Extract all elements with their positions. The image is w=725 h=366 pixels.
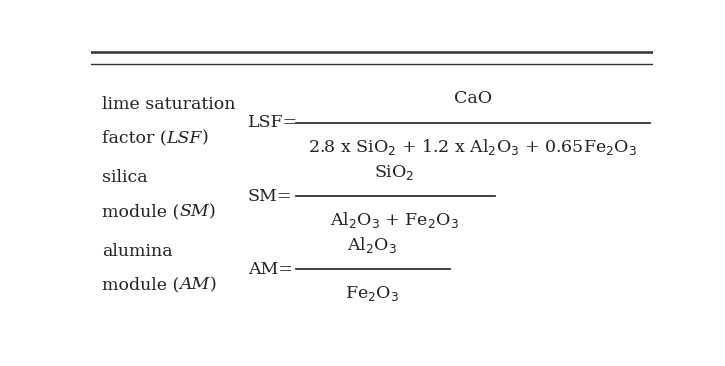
Text: LSF: LSF xyxy=(167,130,202,147)
Text: Al$_2$O$_3$: Al$_2$O$_3$ xyxy=(347,235,397,255)
Text: lime saturation: lime saturation xyxy=(102,96,236,113)
Text: AM=: AM= xyxy=(248,261,293,278)
Text: SiO$_2$: SiO$_2$ xyxy=(374,163,414,182)
Text: LSF=: LSF= xyxy=(248,114,298,131)
Text: factor (: factor ( xyxy=(102,130,167,147)
Text: Fe$_2$O$_3$: Fe$_2$O$_3$ xyxy=(344,284,399,303)
Text: ): ) xyxy=(209,203,215,220)
Text: 2.8 x SiO$_2$ + 1.2 x Al$_2$O$_3$ + 0.65Fe$_2$O$_3$: 2.8 x SiO$_2$ + 1.2 x Al$_2$O$_3$ + 0.65… xyxy=(308,137,637,157)
Text: CaO: CaO xyxy=(454,90,492,107)
Text: SM=: SM= xyxy=(248,188,292,205)
Text: ): ) xyxy=(202,130,209,147)
Text: Al$_2$O$_3$ + Fe$_2$O$_3$: Al$_2$O$_3$ + Fe$_2$O$_3$ xyxy=(330,210,458,230)
Text: SM: SM xyxy=(179,203,209,220)
Text: module (: module ( xyxy=(102,276,179,294)
Text: ): ) xyxy=(210,276,216,294)
Text: alumina: alumina xyxy=(102,243,173,259)
Text: module (: module ( xyxy=(102,203,179,220)
Text: AM: AM xyxy=(179,276,210,294)
Text: silica: silica xyxy=(102,169,147,186)
